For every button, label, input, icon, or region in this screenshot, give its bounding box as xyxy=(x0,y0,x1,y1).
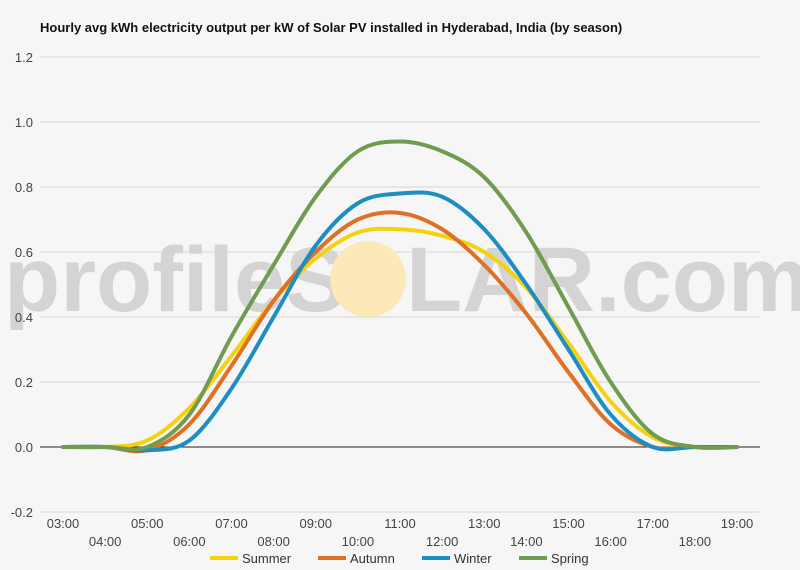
x-tick-label: 04:00 xyxy=(89,534,122,549)
legend-label-spring: Spring xyxy=(551,551,589,566)
series-line-autumn xyxy=(61,210,739,454)
legend-swatch-summer xyxy=(210,556,238,560)
legend: Summer Autumn Winter Spring xyxy=(210,551,589,566)
chart-title: Hourly avg kWh electricity output per kW… xyxy=(40,20,623,35)
x-tick-label: 19:00 xyxy=(721,516,754,531)
legend-label-summer: Summer xyxy=(242,551,292,566)
watermark-sun-icon xyxy=(330,241,406,317)
x-tick-label: 08:00 xyxy=(257,534,290,549)
series-line-winter xyxy=(61,190,739,453)
y-tick-label: 0.6 xyxy=(15,245,33,260)
series-line-summer xyxy=(61,226,739,450)
series-lines xyxy=(61,139,739,454)
x-tick-label: 16:00 xyxy=(594,534,627,549)
x-tick-label: 10:00 xyxy=(342,534,375,549)
x-tick-label: 03:00 xyxy=(47,516,80,531)
series-line-spring xyxy=(61,139,739,452)
watermark: profileS LAR.com xyxy=(4,229,800,331)
y-tick-label: -0.2 xyxy=(11,505,33,520)
y-tick-label: 1.0 xyxy=(15,115,33,130)
x-tick-label: 11:00 xyxy=(384,516,416,531)
y-tick-label: 0.2 xyxy=(15,375,33,390)
x-tick-label: 06:00 xyxy=(173,534,206,549)
x-tick-label: 18:00 xyxy=(679,534,712,549)
x-tick-label: 13:00 xyxy=(468,516,501,531)
y-tick-label: 0.8 xyxy=(15,180,33,195)
gridlines xyxy=(40,56,760,513)
legend-swatch-spring xyxy=(519,556,547,560)
y-tick-label: 0.0 xyxy=(15,440,33,455)
x-tick-label: 12:00 xyxy=(426,534,459,549)
x-axis-ticks: 03:00 04:00 05:00 06:00 07:00 08:00 09:00 10:00… xyxy=(47,516,754,549)
y-tick-label: 0.4 xyxy=(15,310,33,325)
x-tick-label: 07:00 xyxy=(215,516,248,531)
legend-label-winter: Winter xyxy=(454,551,492,566)
x-tick-label: 17:00 xyxy=(636,516,669,531)
legend-swatch-winter xyxy=(422,556,450,560)
y-axis-ticks: 1.2 1.0 0.8 0.6 0.4 0.2 0.0 -0.2 xyxy=(11,50,33,520)
x-tick-label: 09:00 xyxy=(299,516,332,531)
x-tick-label: 05:00 xyxy=(131,516,164,531)
legend-swatch-autumn xyxy=(318,556,346,560)
y-tick-label: 1.2 xyxy=(15,50,33,65)
x-tick-label: 15:00 xyxy=(552,516,585,531)
x-tick-label: 14:00 xyxy=(510,534,543,549)
legend-label-autumn: Autumn xyxy=(350,551,395,566)
